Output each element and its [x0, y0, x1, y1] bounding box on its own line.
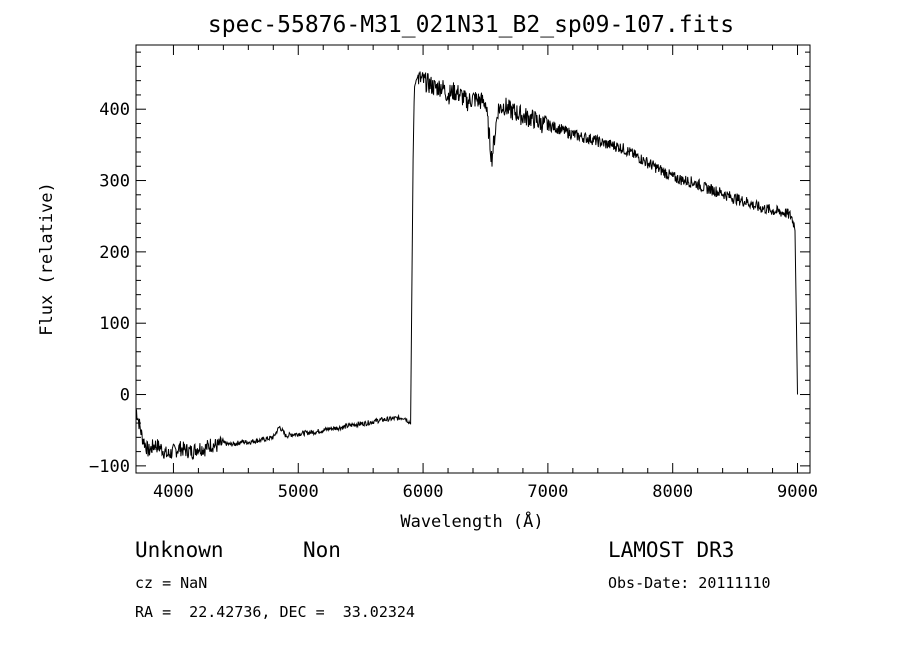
- x-tick-label: 6000: [403, 482, 444, 502]
- y-tick-label: −100: [89, 457, 130, 477]
- x-tick-label: 8000: [652, 482, 693, 502]
- x-tick-label: 9000: [777, 482, 818, 502]
- x-axis-label: Wavelength (Å): [400, 510, 543, 532]
- survey-label: LAMOST DR3: [608, 538, 735, 562]
- chart-title: spec-55876-M31_021N31_B2_sp09-107.fits: [208, 12, 734, 38]
- y-tick-label: 400: [99, 100, 130, 120]
- x-tick-label: 5000: [278, 482, 319, 502]
- coordinates-label: RA = 22.42736, DEC = 33.02324: [135, 603, 415, 621]
- y-tick-label: 100: [99, 314, 130, 334]
- x-axis-ticks: 4000 5000 6000 7000 8000 9000: [153, 45, 818, 502]
- y-axis-ticks: −100 0 100 200 300 400: [89, 51, 810, 477]
- y-tick-label: 0: [120, 386, 130, 406]
- y-tick-label: 200: [99, 243, 130, 263]
- spectrum-line: [135, 71, 798, 461]
- plot-frame: [135, 44, 811, 474]
- x-tick-label: 7000: [527, 482, 568, 502]
- redshift-label: cz = NaN: [135, 574, 208, 592]
- y-axis-label: Flux (relative): [37, 182, 57, 336]
- classification-label: Unknown: [135, 538, 224, 562]
- obs-date-label: Obs-Date: 20111110: [608, 574, 771, 592]
- x-tick-label: 4000: [153, 482, 194, 502]
- y-tick-label: 300: [99, 172, 130, 192]
- subclass-label: Non: [303, 538, 341, 562]
